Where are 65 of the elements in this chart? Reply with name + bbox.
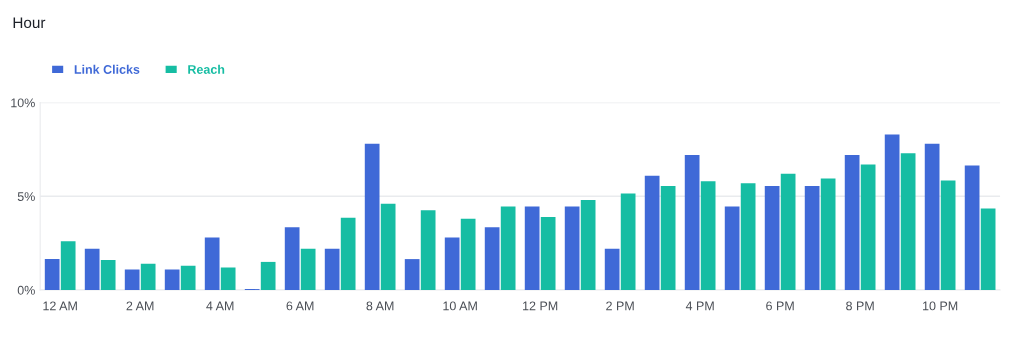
x-tick-label: 10 AM bbox=[443, 301, 477, 311]
bar bbox=[460, 218, 476, 291]
bar bbox=[84, 248, 100, 291]
x-tick-label: 4 PM bbox=[685, 301, 714, 311]
bar bbox=[844, 155, 860, 291]
bar bbox=[100, 260, 116, 291]
x-tick-label: 8 PM bbox=[846, 301, 874, 311]
bar bbox=[164, 269, 180, 291]
bar bbox=[380, 203, 396, 291]
bar bbox=[860, 164, 876, 291]
bar bbox=[940, 180, 956, 291]
bar bbox=[644, 175, 660, 291]
bar bbox=[364, 143, 380, 291]
bar bbox=[60, 241, 76, 291]
bar bbox=[220, 267, 236, 291]
x-tick-label: 6 PM bbox=[766, 301, 794, 311]
bar bbox=[700, 181, 716, 291]
x-tick-label: 8 AM bbox=[366, 301, 394, 311]
bar bbox=[284, 227, 300, 291]
y-tick-label: 0% bbox=[17, 285, 35, 295]
bar bbox=[420, 210, 436, 291]
y-tick-label: 10% bbox=[11, 98, 35, 108]
bar bbox=[724, 206, 740, 291]
y-tick-label: 5% bbox=[17, 192, 35, 201]
bar bbox=[540, 216, 556, 291]
bar bbox=[764, 186, 780, 291]
bar bbox=[484, 227, 500, 291]
bar bbox=[444, 237, 460, 291]
x-tick-label: 6 AM bbox=[286, 301, 314, 311]
bar bbox=[300, 248, 316, 291]
bar bbox=[580, 200, 596, 291]
x-tick-label: 10 PM bbox=[923, 301, 958, 311]
bar bbox=[900, 153, 916, 291]
bar bbox=[324, 248, 340, 291]
bar bbox=[964, 165, 980, 291]
bar bbox=[140, 263, 156, 291]
bar bbox=[820, 178, 836, 291]
bar bbox=[924, 143, 940, 291]
x-tick-label: 2 AM bbox=[126, 301, 154, 311]
bar bbox=[980, 208, 996, 291]
bar bbox=[180, 265, 196, 291]
bar bbox=[620, 193, 636, 291]
bar bbox=[204, 237, 220, 291]
bar bbox=[740, 183, 756, 291]
bar bbox=[260, 261, 276, 291]
bar bbox=[500, 206, 516, 291]
bar bbox=[340, 217, 356, 291]
x-tick-label: 4 AM bbox=[206, 301, 234, 311]
bar bbox=[524, 206, 540, 291]
legend-label: Reach bbox=[188, 64, 225, 74]
x-tick-label: 12 AM bbox=[43, 301, 77, 311]
bar bbox=[124, 269, 140, 291]
chart-title: Hour bbox=[13, 17, 46, 29]
legend-label: Link Clicks bbox=[74, 64, 140, 74]
bar bbox=[884, 134, 900, 291]
bar bbox=[684, 155, 700, 291]
bar bbox=[44, 259, 60, 291]
bar bbox=[780, 173, 796, 291]
x-tick-label: 2 PM bbox=[606, 301, 634, 311]
bar bbox=[660, 186, 676, 291]
bar bbox=[804, 186, 820, 291]
bar bbox=[604, 248, 620, 291]
bar bbox=[404, 259, 420, 291]
x-tick-label: 12 PM bbox=[523, 301, 558, 311]
bar bbox=[564, 206, 580, 291]
